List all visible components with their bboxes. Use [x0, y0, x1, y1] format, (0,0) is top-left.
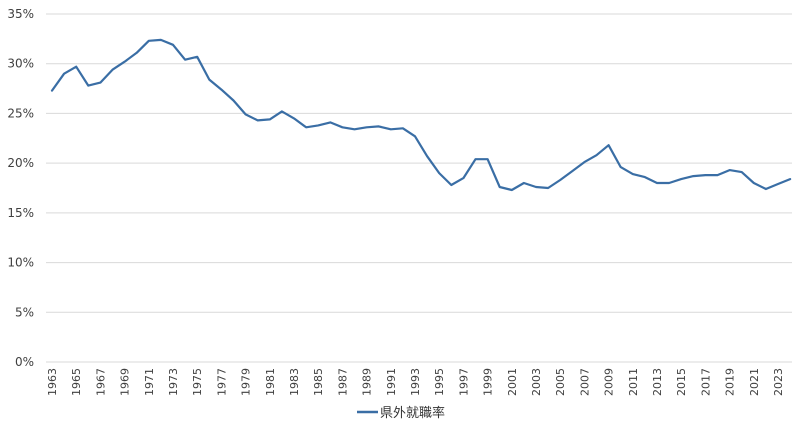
x-tick-label: 2015	[675, 368, 688, 396]
x-tick-label: 2017	[699, 368, 712, 396]
y-axis-labels: 0% 5% 10% 15% 20% 25% 30% 35%	[7, 7, 34, 369]
x-tick-label: 2021	[748, 368, 761, 396]
x-tick-label: 1969	[119, 368, 132, 396]
gridlines	[46, 13, 792, 363]
y-tick-label: 10%	[7, 256, 34, 270]
x-tick-label: 2009	[603, 368, 616, 396]
x-tick-label: 1963	[46, 368, 59, 396]
x-tick-label: 2019	[724, 368, 737, 396]
y-tick-label: 0%	[15, 355, 34, 369]
x-tick-label: 2011	[627, 368, 640, 396]
x-tick-label: 1981	[264, 368, 277, 396]
legend-label: 県外就職率	[380, 405, 445, 421]
series-line-kengai-shushoku-ritsu	[50, 38, 792, 192]
x-tick-label: 1979	[240, 368, 253, 396]
x-tick-label: 1987	[336, 368, 349, 396]
x-tick-label: 2003	[530, 368, 543, 396]
legend: 県外就職率	[357, 405, 445, 421]
y-tick-label: 25%	[7, 106, 34, 120]
x-tick-label: 1999	[482, 368, 495, 396]
x-tick-label: 2013	[651, 368, 664, 396]
x-tick-label: 1997	[457, 368, 470, 396]
x-tick-label: 1993	[409, 368, 422, 396]
x-axis-labels: 1963 1965 1967 1969 1971 1973 1975 1977 1979 1981…	[46, 368, 785, 396]
y-tick-label: 15%	[7, 206, 34, 220]
y-tick-label: 30%	[7, 57, 34, 71]
x-tick-label: 1977	[215, 368, 228, 396]
x-tick-label: 2007	[578, 368, 591, 396]
y-tick-label: 5%	[15, 305, 34, 319]
x-tick-label: 2001	[506, 368, 519, 396]
x-tick-label: 1989	[361, 368, 374, 396]
x-tick-label: 1971	[143, 368, 156, 396]
x-tick-label: 1995	[433, 368, 446, 396]
x-tick-label: 2005	[554, 368, 567, 396]
x-tick-label: 2023	[772, 368, 785, 396]
x-tick-label: 1973	[167, 368, 180, 396]
x-tick-label: 1983	[288, 368, 301, 396]
x-tick-label: 1991	[385, 368, 398, 396]
x-tick-label: 1975	[191, 368, 204, 396]
x-tick-label: 1967	[94, 368, 107, 396]
y-tick-label: 20%	[7, 156, 34, 170]
x-tick-label: 1985	[312, 368, 325, 396]
x-tick-label: 1965	[70, 368, 83, 396]
y-tick-label: 35%	[7, 7, 34, 21]
